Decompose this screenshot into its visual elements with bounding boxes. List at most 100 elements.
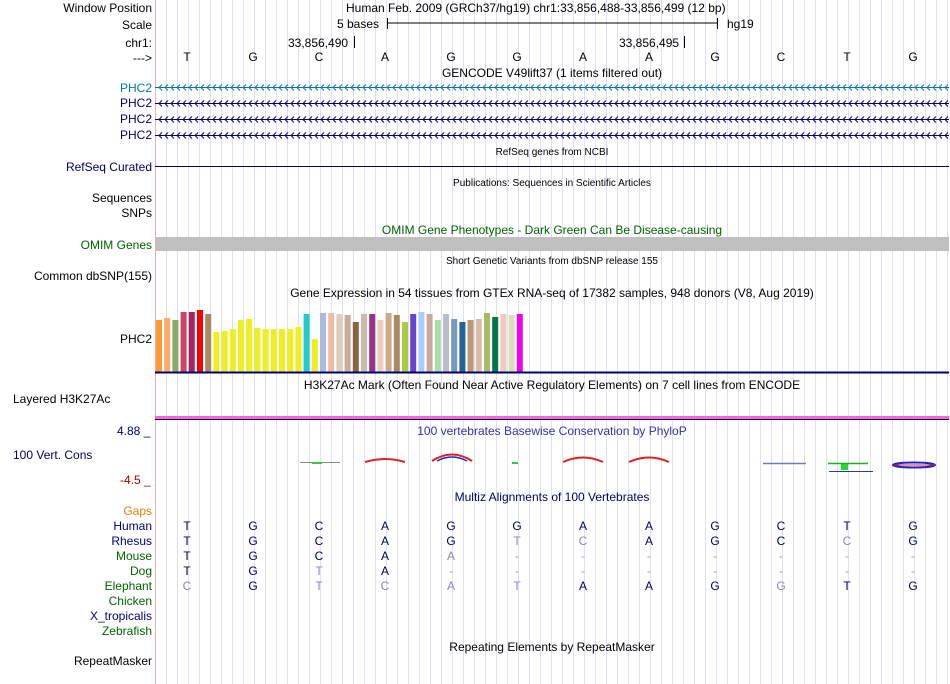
phylop-label[interactable]: 100 Vert. Cons — [13, 448, 93, 462]
multiz-base: - — [713, 564, 717, 578]
gtex-tissue-bar — [443, 314, 449, 372]
ruler-base: G — [710, 50, 720, 64]
gtex-tissue-bar — [385, 313, 392, 372]
multiz-base: G — [710, 579, 720, 593]
gtex-tissue-bar — [164, 318, 171, 372]
multiz-base: A — [446, 549, 456, 563]
multiz-base: T — [843, 519, 851, 533]
ruler-base: G — [446, 50, 456, 64]
multiz-base: C — [578, 534, 588, 548]
multiz-species-label[interactable]: Mouse — [115, 549, 152, 563]
multiz-species-label[interactable]: X_tropicalis — [89, 609, 152, 623]
gtex-tissue-bar — [188, 312, 195, 372]
ruler-base: T — [183, 50, 191, 64]
gtex-tissue-bar — [311, 339, 318, 372]
multiz-base: T — [843, 579, 851, 593]
multiz-base: A — [578, 519, 588, 533]
ruler-base: A — [644, 50, 654, 64]
multiz-base: A — [644, 579, 654, 593]
gencode-item-4[interactable]: PHC2 — [119, 128, 152, 142]
publications-label-snps[interactable]: SNPs — [121, 206, 152, 220]
multiz-base: T — [183, 564, 191, 578]
multiz-base: G — [248, 519, 258, 533]
gtex-tissue-bar — [197, 310, 203, 372]
h3k27ac-label[interactable]: Layered H3K27Ac — [13, 392, 111, 406]
gtex-tissue-bar — [246, 319, 253, 372]
multiz-base: G — [512, 519, 522, 533]
multiz-species-label[interactable]: Rhesus — [111, 534, 152, 548]
strand-label: ---> — [133, 51, 152, 65]
window-position-text: Human Feb. 2009 (GRCh37/hg19) chr1:33,85… — [346, 1, 726, 15]
refseq-title: RefSeq genes from NCBI — [495, 147, 609, 158]
multiz-base: - — [911, 564, 915, 578]
gtex-tissue-bar — [377, 320, 384, 372]
multiz-base: T — [183, 519, 191, 533]
multiz-base: G — [776, 579, 786, 593]
gtex-tissue-bar — [254, 328, 261, 372]
window-position-label: Window Position — [63, 1, 152, 15]
gtex-tissue-bar — [500, 314, 507, 372]
scale-assembly: hg19 — [727, 17, 754, 31]
multiz-base: G — [710, 519, 720, 533]
h3k27ac-signal — [155, 416, 949, 419]
gtex-tissue-bar — [418, 312, 425, 372]
gtex-tissue-bar — [475, 319, 482, 372]
gtex-label[interactable]: PHC2 — [119, 332, 152, 346]
gencode-strand-arrows — [158, 100, 949, 107]
repeatmasker-title: Repeating Elements by RepeatMasker — [449, 640, 655, 654]
gencode-item-2[interactable]: PHC2 — [119, 96, 152, 110]
ruler-base: T — [843, 50, 851, 64]
multiz-base: G — [710, 534, 720, 548]
multiz-base: A — [380, 549, 390, 563]
gtex-tissue-bar — [205, 314, 212, 372]
gtex-tissue-bar — [410, 314, 417, 372]
gtex-title: Gene Expression in 54 tissues from GTEx … — [290, 286, 814, 300]
multiz-base: - — [845, 549, 849, 563]
phylop-peak — [364, 458, 406, 463]
refseq-label[interactable]: RefSeq Curated — [65, 160, 152, 174]
phylop-title: 100 vertebrates Basewise Conservation by… — [417, 424, 687, 438]
gtex-tissue-bar — [238, 320, 244, 372]
gtex-tissue-bar — [393, 315, 400, 372]
repeatmasker-label[interactable]: RepeatMasker — [73, 654, 152, 668]
publications-label-sequences[interactable]: Sequences — [91, 191, 152, 205]
multiz-base: - — [515, 564, 519, 578]
multiz-base: A — [446, 579, 456, 593]
phylop-min: -4.5 _ — [120, 473, 151, 487]
gencode-item-3[interactable]: PHC2 — [119, 112, 152, 126]
gtex-tissue-bar — [213, 332, 220, 372]
gencode-strand-arrows — [158, 84, 949, 91]
multiz-species-label[interactable]: Dog — [129, 564, 152, 578]
gtex-tissue-bar — [434, 320, 441, 372]
multiz-species-label[interactable]: Elephant — [104, 579, 152, 593]
omim-gene-bar — [156, 237, 949, 251]
multiz-base: - — [779, 564, 783, 578]
gencode-item-1[interactable]: PHC2 — [119, 81, 152, 95]
multiz-species-label[interactable]: Human — [113, 519, 152, 533]
coord-tick-1: 33,856,490 — [288, 36, 349, 50]
multiz-species-label[interactable]: Chicken — [108, 594, 152, 608]
multiz-base: G — [446, 519, 456, 533]
gtex-tissue-bar — [295, 327, 302, 372]
phylop-peak — [562, 456, 604, 463]
multiz-base: G — [248, 534, 258, 548]
scale-bases: 5 bases — [337, 17, 380, 31]
gtex-tissue-bar — [229, 329, 236, 372]
omim-label[interactable]: OMIM Genes — [80, 238, 152, 252]
gtex-tissue-bar — [361, 314, 367, 372]
multiz-species-label[interactable]: Zebrafish — [101, 624, 152, 638]
publications-title: Publications: Sequences in Scientific Ar… — [453, 178, 651, 189]
multiz-gaps-label: Gaps — [123, 504, 152, 518]
h3k27ac-title: H3K27Ac Mark (Often Found Near Active Re… — [303, 378, 801, 392]
dbsnp-label[interactable]: Common dbSNP(155) — [33, 269, 152, 283]
multiz-base: A — [380, 519, 390, 533]
gtex-tissue-bar — [172, 320, 179, 372]
gtex-tissue-bar — [352, 322, 359, 372]
multiz-base: G — [908, 519, 918, 533]
multiz-base: - — [911, 549, 915, 563]
gencode-strand-arrows — [158, 116, 949, 123]
gtex-tissue-bar — [484, 313, 490, 372]
multiz-base: T — [183, 534, 191, 548]
